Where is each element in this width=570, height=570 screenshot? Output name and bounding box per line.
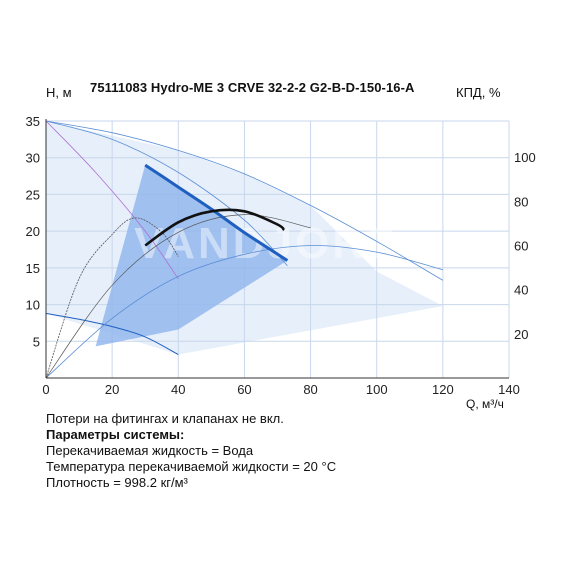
efficiency-max-curve xyxy=(45,245,444,379)
x-tick-label: 60 xyxy=(237,382,251,397)
y2-tick-label: 100 xyxy=(514,150,536,165)
note-liquid: Перекачиваемая жидкость = Вода xyxy=(46,443,254,458)
y2-tick-label: 60 xyxy=(514,239,528,254)
x-tick-label: 120 xyxy=(432,382,454,397)
operating-head-curve xyxy=(144,163,289,262)
x-tick-label: 0 xyxy=(42,382,49,397)
y-axis-label-right: КПД, % xyxy=(456,85,501,100)
y-tick-label: 25 xyxy=(26,187,40,202)
x-tick-label: 140 xyxy=(498,382,520,397)
system-parameters-heading: Параметры системы: xyxy=(46,427,185,442)
notes-block: Потери на фитингах и клапанах не вкл. Па… xyxy=(46,411,336,491)
x-tick-label: 40 xyxy=(171,382,185,397)
x-tick-label: 80 xyxy=(303,382,317,397)
min-head-curve xyxy=(45,312,179,355)
y2-tick-label: 40 xyxy=(514,283,528,298)
y2-tick-label: 20 xyxy=(514,327,528,342)
alt-head-curve xyxy=(45,120,179,280)
chart-title: 75111083 Hydro-ME 3 CRVE 32-2-2 G2-B-D-1… xyxy=(90,80,415,95)
x-tick-label: 20 xyxy=(105,382,119,397)
watermark-text: VANDJORD xyxy=(134,219,402,268)
y-tick-label: 35 xyxy=(26,114,40,129)
y-axis-label-left: H, м xyxy=(46,85,72,100)
note-density: Плотность = 998.2 кг/м³ xyxy=(46,475,188,490)
operating-region-area xyxy=(95,165,288,347)
y2-tick-label: 80 xyxy=(514,194,528,209)
y-tick-label: 5 xyxy=(33,334,40,349)
note-fittings: Потери на фитингах и клапанах не вкл. xyxy=(46,411,284,426)
y-tick-label: 10 xyxy=(26,298,40,313)
x-tick-label: 100 xyxy=(366,382,388,397)
note-temperature: Температура перекачиваемой жидкости = 20… xyxy=(46,459,337,474)
y-tick-label: 30 xyxy=(26,151,40,166)
efficiency-operating-curve xyxy=(144,208,286,247)
y-tick-label: 15 xyxy=(26,261,40,276)
max-head-outer-curve xyxy=(45,120,444,281)
max-head-inner-curve xyxy=(45,120,288,266)
x-axis-label: Q, м³/ч xyxy=(466,397,504,411)
y-tick-label: 20 xyxy=(26,224,40,239)
